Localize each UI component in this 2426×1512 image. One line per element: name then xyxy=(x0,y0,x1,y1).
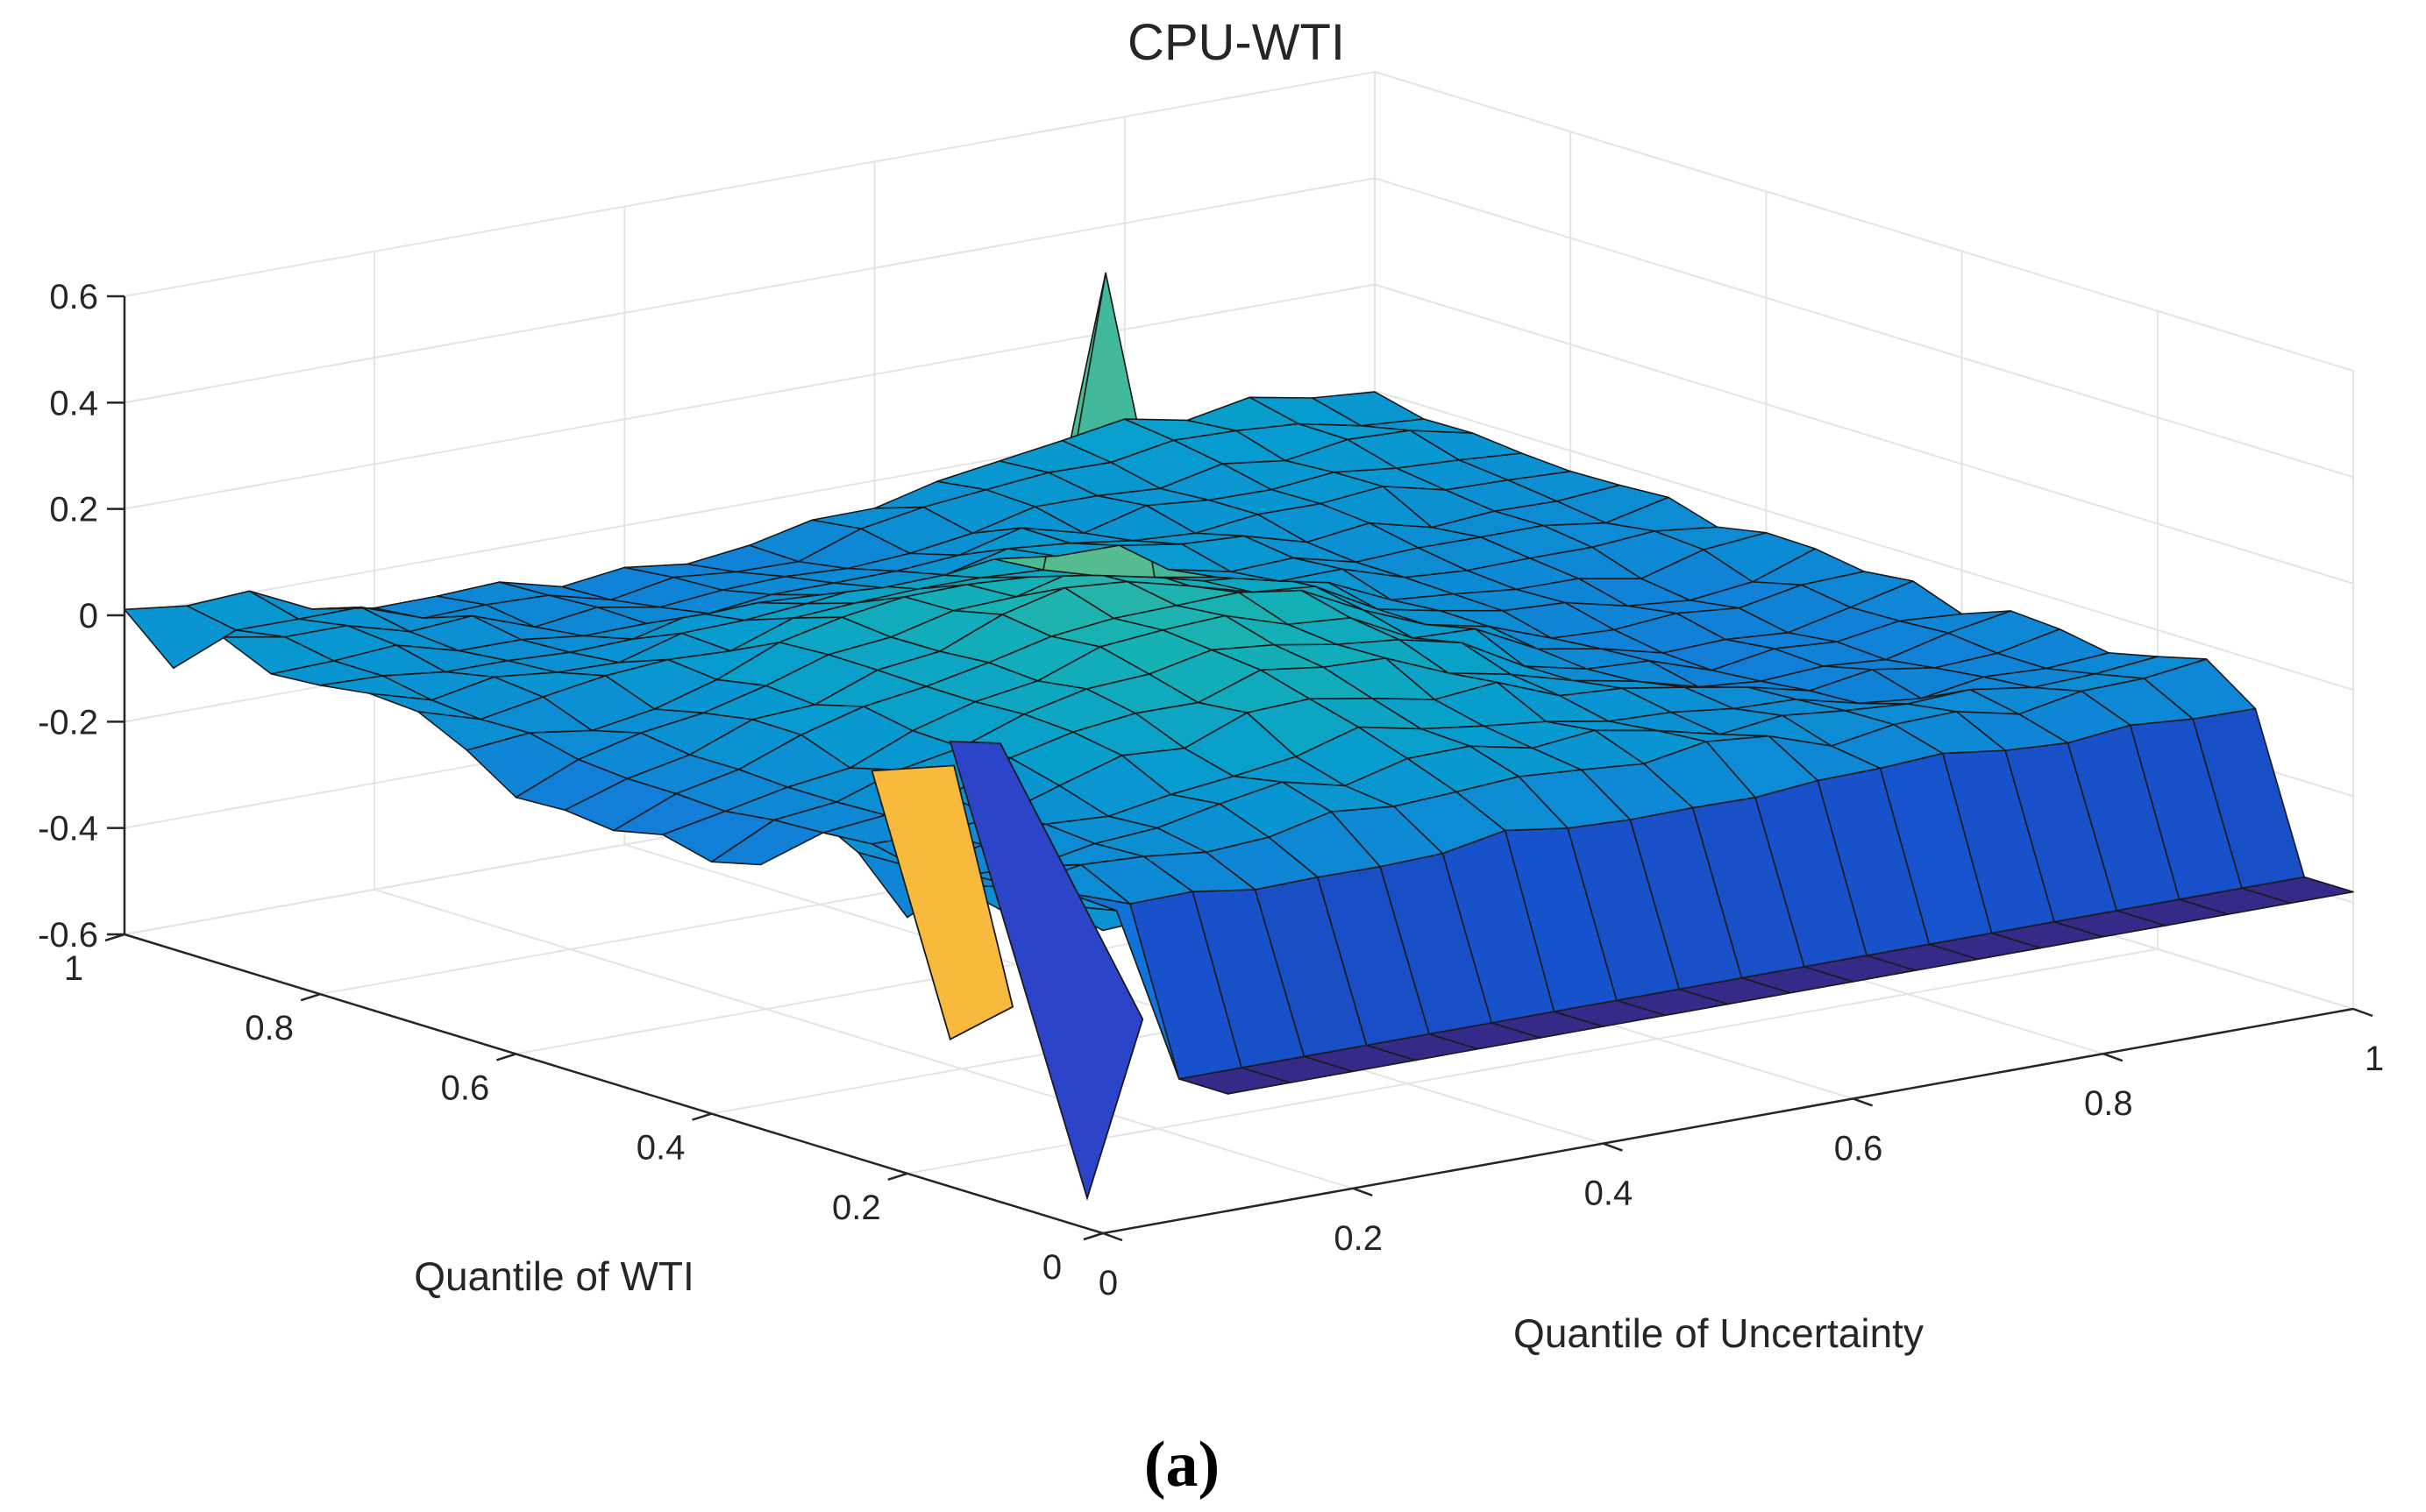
surface-patch xyxy=(1311,391,1425,427)
surface-patch-orange-fin xyxy=(871,764,1014,1041)
x-tick-label: 0.4 xyxy=(1584,1175,1633,1213)
x-axis-label: Quantile of Uncertainty xyxy=(1513,1310,1924,1356)
label-layer: CPU-WTI Quantile of WTI Quantile of Unce… xyxy=(414,14,1924,1501)
y-tick-mark xyxy=(887,1172,908,1181)
gridline-side-z xyxy=(1374,71,2354,372)
gridline-side-z xyxy=(1374,283,2354,585)
y-tick-mark xyxy=(300,993,321,1002)
z-tick-label: 0.2 xyxy=(49,491,98,529)
z-tick-label: -0.2 xyxy=(38,703,98,742)
y-tick-label: 0.8 xyxy=(245,1009,294,1047)
z-tick-label: -0.6 xyxy=(38,916,98,955)
x-tick-mark xyxy=(1102,1232,1123,1242)
y-tick-mark xyxy=(692,1112,712,1121)
y-tick-mark xyxy=(1083,1232,1104,1241)
x-tick-label: 0.2 xyxy=(1334,1219,1383,1258)
x-tick-mark xyxy=(1602,1142,1623,1152)
x-tick-mark xyxy=(2352,1007,2373,1018)
y-tick-label: 1 xyxy=(64,949,83,988)
gridline-floor-x xyxy=(374,888,1354,1189)
y-tick-label: 0.4 xyxy=(637,1129,686,1168)
z-tick-label: 0 xyxy=(79,597,98,635)
x-tick-mark xyxy=(1352,1187,1373,1196)
z-tick-label: 0.4 xyxy=(49,384,98,422)
x-tick-mark xyxy=(1853,1097,1874,1107)
y-axis-line xyxy=(124,933,1104,1235)
y-tick-label: 0.6 xyxy=(441,1068,490,1107)
gridline-back-z xyxy=(124,177,1376,404)
surface-patch-blue-fin xyxy=(949,741,1144,1202)
figure-caption: (a) xyxy=(1144,1429,1220,1501)
x-tick-mark xyxy=(2102,1053,2124,1062)
z-tick-label: 0.6 xyxy=(49,278,98,316)
z-tick-label: -0.4 xyxy=(38,810,98,848)
x-axis-line xyxy=(1102,1007,2354,1235)
x-tick-label: 0.8 xyxy=(2084,1084,2133,1123)
y-tick-label: 0.2 xyxy=(832,1189,881,1227)
gridline-back-z xyxy=(124,71,1376,297)
gridline-side-z xyxy=(1374,177,2354,479)
gridline-side-z xyxy=(1374,390,2354,691)
chart-title: CPU-WTI xyxy=(1128,14,1345,71)
y-axis-label: Quantile of WTI xyxy=(414,1253,694,1299)
x-tick-label: 0.6 xyxy=(1834,1129,1883,1168)
axis-layer: 00.20.40.60.8100.20.40.60.81-0.6-0.4-0.2… xyxy=(38,278,2384,1303)
surface-layer xyxy=(124,272,2354,1202)
y-tick-label: 0 xyxy=(1042,1248,1062,1287)
gridline-back-z xyxy=(124,283,1376,510)
y-tick-mark xyxy=(496,1053,516,1061)
gridline-floor-y xyxy=(907,948,2158,1175)
x-tick-label: 1 xyxy=(2365,1040,2384,1078)
x-tick-label: 0 xyxy=(1099,1264,1118,1303)
